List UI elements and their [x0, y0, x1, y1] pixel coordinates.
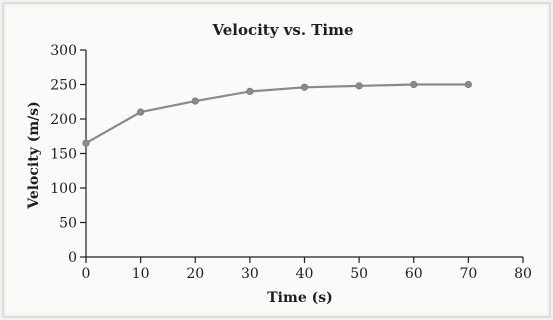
- x-tick-label: 40: [296, 266, 314, 282]
- y-tick-label: 50: [59, 216, 77, 232]
- y-tick-label: 0: [68, 250, 77, 266]
- data-point: [300, 83, 309, 91]
- data-point: [82, 139, 90, 147]
- y-tick-label: 300: [50, 43, 77, 59]
- series-line: [85, 83, 469, 145]
- data-point: [464, 80, 472, 89]
- y-axis: 0 50 100 150 200 250 300: [50, 43, 87, 266]
- data-point: [191, 97, 199, 105]
- x-tick-label: 10: [132, 266, 150, 282]
- x-tick-label: 80: [514, 266, 532, 282]
- x-tick-label: 30: [241, 266, 259, 282]
- x-axis-label: Time (s): [267, 290, 332, 306]
- y-tick-label: 250: [50, 78, 77, 94]
- y-tick-label: 200: [50, 112, 77, 128]
- y-tick-label: 150: [50, 147, 77, 163]
- x-tick-label: 0: [82, 266, 91, 282]
- data-point: [355, 82, 363, 90]
- data-point: [410, 80, 418, 89]
- series-layer: [82, 80, 472, 147]
- x-tick-label: 70: [459, 266, 477, 282]
- plot-area: [6, 6, 547, 314]
- y-tick-label: 100: [50, 181, 77, 197]
- y-axis-label: Velocity (m/s): [26, 101, 42, 210]
- x-tick-label: 20: [186, 266, 204, 282]
- x-tick-label: 50: [350, 266, 368, 282]
- chart-title: Velocity vs. Time: [211, 21, 353, 39]
- data-point: [246, 87, 254, 96]
- x-tick-label: 60: [405, 266, 423, 282]
- x-axis: 0 10 20 30 40 50 60 70 80: [82, 256, 532, 282]
- data-point: [137, 108, 145, 116]
